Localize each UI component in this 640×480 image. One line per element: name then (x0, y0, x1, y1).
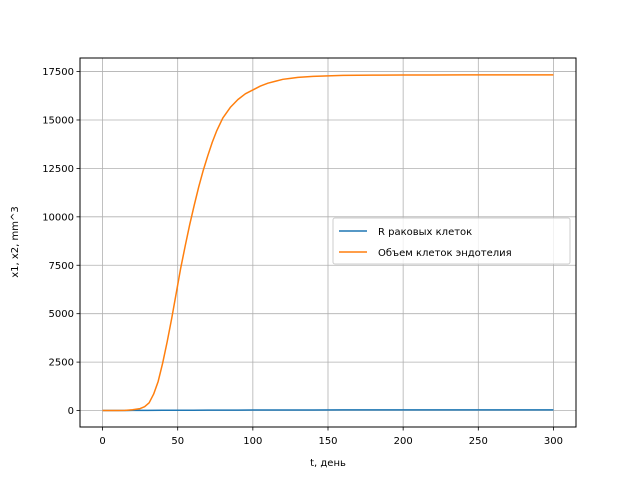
y-tick-label: 5000 (49, 309, 74, 320)
y-tick-label: 12500 (42, 164, 74, 175)
series-lines (102, 74, 554, 412)
x-tick-label: 50 (171, 436, 184, 447)
x-tick-label: 200 (394, 436, 413, 447)
y-tick-label: 2500 (49, 358, 74, 369)
y-tick-label: 10000 (42, 212, 74, 223)
x-tick-label: 250 (469, 436, 488, 447)
legend-label-1: Объем клеток эндотелия (378, 248, 512, 259)
y-axis-label: x1, x2, mm^3 (10, 206, 21, 278)
y-tick-label: 0 (68, 406, 74, 417)
y-tick-label: 17500 (42, 67, 74, 78)
legend: R раковых клеток Объем клеток эндотелия (332, 217, 571, 265)
y-tick-label: 15000 (42, 115, 74, 126)
x-tick-label: 0 (99, 436, 105, 447)
series-line-0 (102, 409, 554, 412)
y-tick-label: 7500 (49, 261, 74, 272)
legend-label-0: R раковых клеток (378, 227, 472, 238)
x-tick-label: 300 (544, 436, 563, 447)
x-axis-label: t, день (310, 458, 346, 469)
series-line-1 (102, 74, 554, 412)
x-tick-label: 100 (243, 436, 262, 447)
x-tick-label: 150 (318, 436, 337, 447)
x-axis: 0 50 100 150 200 250 300 (99, 427, 563, 447)
y-axis: 0 2500 5000 7500 10000 12500 15000 17500 (42, 67, 80, 417)
legend-box (332, 217, 571, 265)
